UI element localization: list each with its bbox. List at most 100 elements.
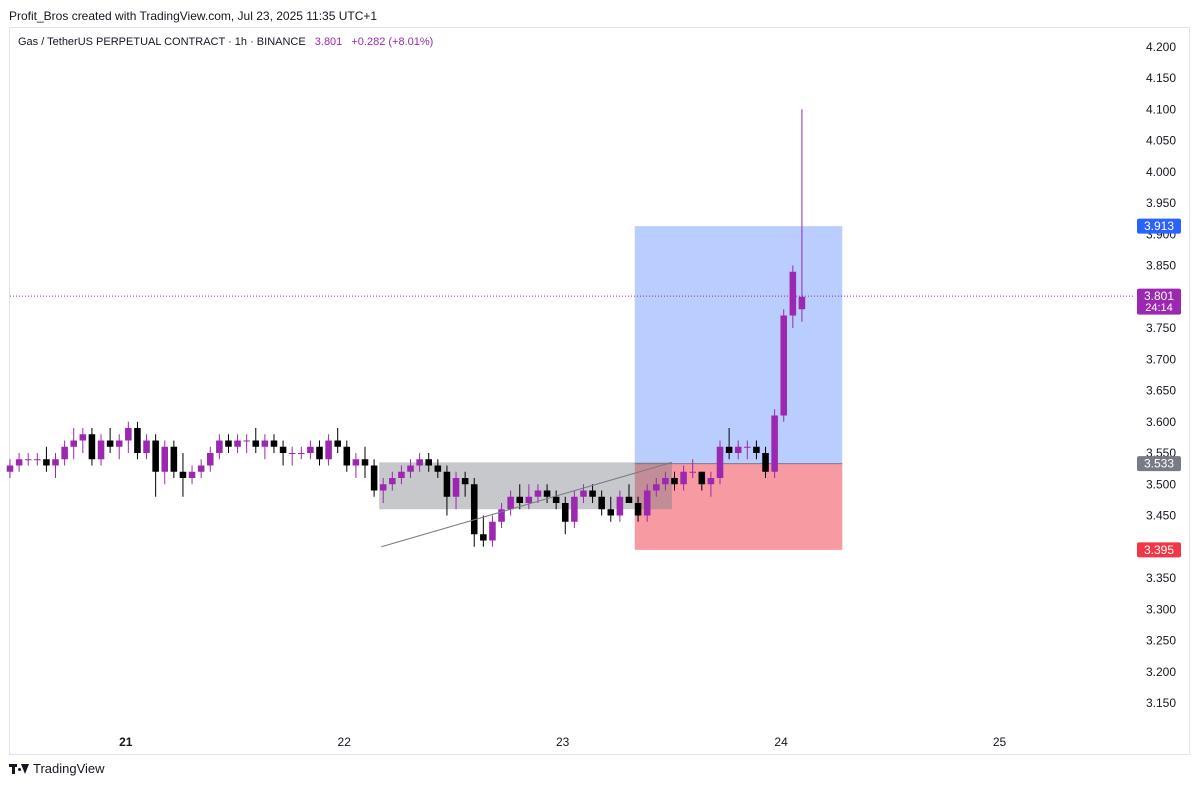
candle-body — [197, 465, 205, 472]
candle-body — [188, 471, 196, 478]
candle-body — [34, 459, 41, 461]
candle-body — [561, 503, 569, 522]
candle-body — [361, 459, 369, 466]
y-tick-label: 3.300 — [1146, 602, 1176, 616]
candle-body — [653, 484, 660, 491]
candle-body — [598, 496, 605, 510]
y-tick-label: 3.350 — [1146, 571, 1176, 585]
tradingview-logo-icon — [9, 762, 29, 776]
chart-frame — [9, 27, 1190, 755]
candle-body — [680, 471, 687, 485]
candle-body — [152, 440, 159, 472]
candle-body — [516, 496, 524, 503]
candle-body — [370, 465, 378, 491]
y-tick-label: 3.250 — [1146, 634, 1176, 648]
candle-body — [24, 459, 32, 461]
y-tick-label: 3.700 — [1146, 352, 1176, 366]
candle-body — [316, 446, 323, 460]
y-tick-label: 4.150 — [1146, 71, 1176, 85]
candle-body — [470, 484, 478, 535]
candle-body — [161, 446, 169, 472]
y-tick-label: 4.050 — [1146, 134, 1176, 148]
tradingview-brand: TradingView — [33, 761, 105, 776]
stop-zone — [634, 463, 843, 550]
candle-body — [780, 315, 788, 416]
candle-body — [662, 478, 669, 485]
candle-body — [543, 490, 551, 497]
candle-body — [170, 446, 178, 472]
candle-body — [489, 521, 496, 541]
symbol-last-price: 3.801 — [314, 36, 343, 48]
candle-body — [744, 446, 751, 448]
candle-body — [15, 459, 23, 466]
price-label-last-text: 3.801 — [1144, 289, 1174, 303]
y-tick-label: 3.850 — [1146, 259, 1176, 273]
y-tick-label: 3.500 — [1146, 477, 1176, 491]
candle-body — [580, 490, 587, 497]
candle-body — [725, 446, 733, 453]
x-tick-label: 24 — [774, 735, 788, 749]
candle-body — [434, 465, 442, 472]
candle-body — [252, 440, 260, 447]
price-label-entry-text: 3.533 — [1144, 457, 1174, 471]
candle-body — [52, 459, 59, 466]
candle-body — [753, 446, 760, 453]
candle-body — [443, 471, 451, 497]
candle-body — [798, 296, 806, 310]
candle-body — [298, 453, 305, 454]
symbol-name: Gas / TetherUS PERPETUAL CONTRACT · 1h ·… — [18, 36, 306, 48]
candle-body — [6, 465, 14, 472]
y-tick-label: 3.450 — [1146, 509, 1176, 523]
candle-body — [307, 446, 314, 453]
candle-body — [480, 534, 487, 541]
symbol-change: +0.282 (+8.01%) — [351, 36, 434, 48]
candle-body — [716, 446, 724, 478]
y-tick-label: 3.650 — [1146, 384, 1176, 398]
candle-body — [498, 509, 505, 522]
candle-body — [552, 496, 560, 503]
x-tick-label: 23 — [556, 735, 570, 749]
candle-body — [589, 490, 596, 497]
candle-body — [425, 459, 432, 466]
attribution-header: Profit_Bros created with TradingView.com… — [9, 9, 378, 23]
price-label-stop — [1137, 542, 1181, 558]
price-label-target — [1137, 218, 1181, 234]
candle-body — [689, 471, 696, 473]
candle-body — [97, 440, 105, 460]
candle-body — [70, 440, 77, 447]
candle-body — [461, 478, 469, 485]
y-tick-label: 3.150 — [1146, 696, 1176, 710]
y-tick-label: 3.200 — [1146, 665, 1176, 679]
y-tick-label: 3.950 — [1146, 196, 1176, 210]
candle-body — [134, 428, 141, 453]
candle-body — [625, 496, 633, 503]
candle-body — [634, 503, 642, 516]
y-tick-label: 3.750 — [1146, 321, 1176, 335]
candle-body — [288, 453, 296, 454]
symbol-legend: Gas / TetherUS PERPETUAL CONTRACT · 1h ·… — [18, 36, 433, 48]
y-tick-label: 3.600 — [1146, 415, 1176, 429]
candle-body — [671, 478, 678, 485]
candle-body — [398, 471, 405, 478]
candle-body — [734, 446, 742, 453]
y-tick-label: 4.200 — [1146, 40, 1176, 54]
candle-body — [115, 440, 123, 447]
candle-body — [343, 446, 351, 466]
candle-body — [525, 496, 533, 503]
candle-body — [206, 453, 214, 466]
candle-body — [325, 440, 332, 460]
candle-body — [607, 509, 615, 516]
candle-body — [407, 465, 414, 472]
price-label-target-text: 3.913 — [1144, 219, 1174, 233]
candle-body — [125, 428, 132, 441]
candle-body — [452, 478, 460, 497]
candle-body — [643, 490, 651, 516]
price-label-entry — [1137, 456, 1181, 472]
candle-body — [416, 459, 423, 466]
candle-body — [762, 453, 769, 472]
candle-body — [216, 440, 223, 453]
tradingview-footer: TradingView — [9, 761, 105, 776]
candle-body — [571, 496, 578, 522]
candle-body — [352, 459, 360, 466]
